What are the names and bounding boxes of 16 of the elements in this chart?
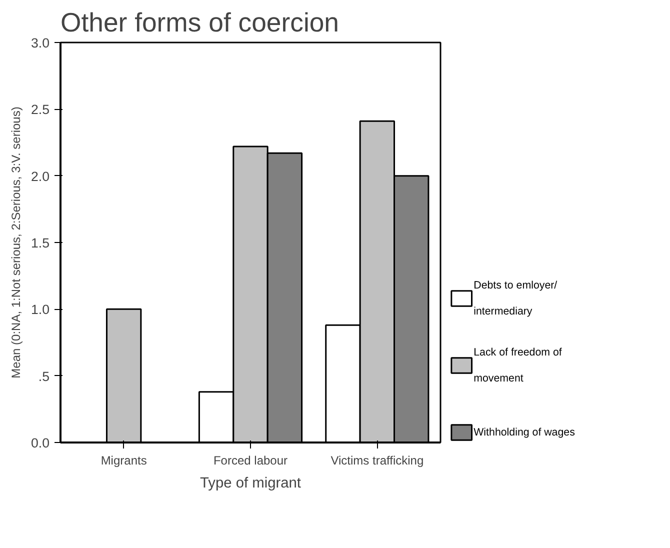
y-tick-label: 1.5 — [30, 236, 50, 250]
y-tick-label: 0.0 — [30, 436, 50, 450]
y-axis-title: Mean (0:NA, 1:Not serious, 2:Serious, 3:V. serious) — [8, 106, 23, 378]
legend-label: Withholding of wages — [474, 426, 575, 438]
x-tick-label: Migrants — [100, 454, 147, 468]
chart-title: Other forms of coercion — [60, 8, 340, 38]
x-tick-label: Victims trafficking — [330, 454, 424, 468]
text: Debts to emloyer/ intermediary — [474, 279, 558, 318]
y-tick-label: 2.5 — [30, 102, 50, 118]
y-tick-label: 1.0 — [30, 302, 50, 318]
y-tick-label: 2.0 — [30, 168, 50, 184]
y-tick-label: 3.0 — [30, 36, 50, 50]
y-tick-label: .5 — [38, 368, 50, 384]
text: Lack of freedom of movement — [474, 346, 562, 385]
x-axis-title: Type of migrant — [200, 476, 302, 492]
x-tick-label: Forced labour — [213, 454, 288, 468]
